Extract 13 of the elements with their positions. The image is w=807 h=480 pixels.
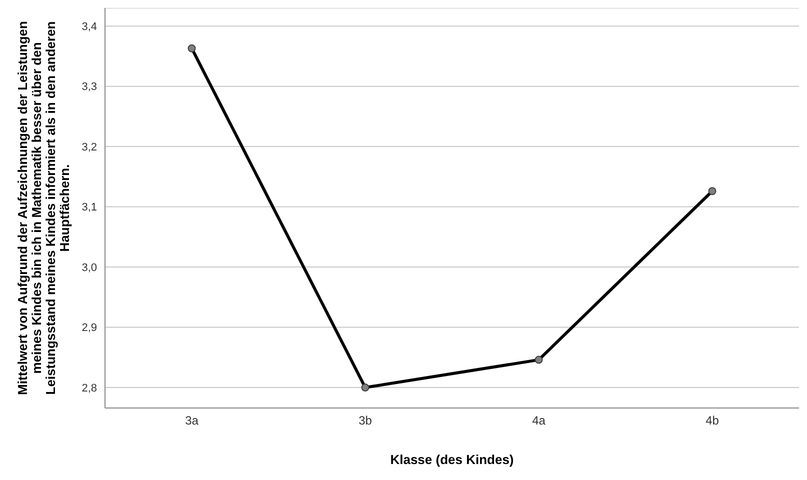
x-tick-label: 3b [358,414,372,428]
x-tick-label: 4a [532,414,546,428]
y-tick-label: 3,2 [82,141,97,154]
y-tick-label: 3,1 [82,202,97,214]
x-tick-label: 3a [185,414,199,428]
y-tick-label: 3,4 [82,20,97,33]
y-tick-label: 2,9 [82,322,97,334]
y-tick-label: 2,8 [82,382,97,394]
y-tick-label: 3,3 [82,81,97,94]
y-axis-title: Mittelwert von Aufgrund der Aufzeichnungen der Leistungen meines Kindes bin ich in Mathematik besser über den Leistungsstand meines Kindes informiert als in den anderen Hauptfächern. [15,21,72,395]
y-tick-label: 3,0 [82,262,97,274]
x-tick-label: 4b [706,414,720,428]
x-axis-title: Klasse (des Kindes) [390,452,514,467]
